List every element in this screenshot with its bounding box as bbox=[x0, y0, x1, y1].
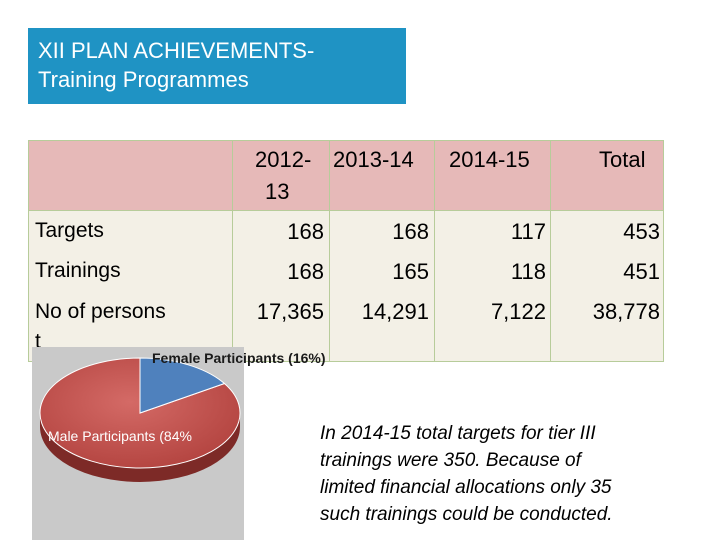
table-cell: 451 bbox=[623, 259, 660, 284]
row-label-trainings: Trainings bbox=[35, 259, 121, 282]
row-label-persons: No of persons bbox=[35, 300, 166, 323]
table-cell: 165 bbox=[392, 259, 429, 284]
note-line: limited financial allocations only 35 bbox=[320, 477, 612, 498]
table-divider bbox=[232, 141, 233, 361]
male-participants-label: Male Participants (84% bbox=[48, 428, 192, 444]
slide-title: XII PLAN ACHIEVEMENTS- Training Programm… bbox=[28, 28, 406, 104]
table-cell: 38,778 bbox=[592, 299, 660, 324]
table-cell: 168 bbox=[287, 219, 324, 244]
title-line-2: Training Programmes bbox=[38, 67, 249, 92]
title-line-1: XII PLAN ACHIEVEMENTS- bbox=[38, 38, 315, 63]
header-2013-14: 2013-14 bbox=[333, 147, 414, 172]
header-2012-13-cont: 13 bbox=[265, 179, 290, 204]
table-cell: 168 bbox=[287, 259, 324, 284]
table-header-row bbox=[29, 141, 663, 211]
note-line: such trainings could be conducted. bbox=[320, 504, 613, 525]
table-divider bbox=[329, 141, 330, 361]
table-cell: 168 bbox=[392, 219, 429, 244]
note-line: trainings were 350. Because of bbox=[320, 450, 581, 471]
table-divider bbox=[434, 141, 435, 361]
row-label-persons-cont: t bbox=[35, 330, 41, 353]
table-cell: 7,122 bbox=[490, 299, 546, 324]
table-divider bbox=[550, 141, 551, 361]
note-line: In 2014-15 total targets for tier III bbox=[320, 423, 596, 444]
header-total: Total bbox=[599, 147, 646, 172]
row-label-targets: Targets bbox=[35, 219, 104, 242]
table-cell: 14,291 bbox=[361, 299, 429, 324]
table-cell: 17,365 bbox=[256, 299, 324, 324]
pie-chart-panel bbox=[32, 347, 244, 540]
table-cell: 117 bbox=[510, 219, 546, 244]
header-2014-15: 2014-15 bbox=[449, 147, 530, 172]
note-text: In 2014-15 total targets for tier III tr… bbox=[320, 420, 700, 528]
table-divider bbox=[29, 210, 663, 211]
achievements-table: 2012- 13 2013-14 2014-15 Total Targets 1… bbox=[28, 140, 664, 362]
table-cell: 118 bbox=[510, 259, 546, 284]
female-participants-label: Female Participants (16%) bbox=[152, 350, 326, 366]
pie-chart bbox=[39, 357, 241, 482]
table-body bbox=[29, 211, 663, 361]
table-cell: 453 bbox=[623, 219, 660, 244]
header-2012-13: 2012- bbox=[255, 147, 312, 172]
pie-slice-female bbox=[139, 357, 226, 414]
